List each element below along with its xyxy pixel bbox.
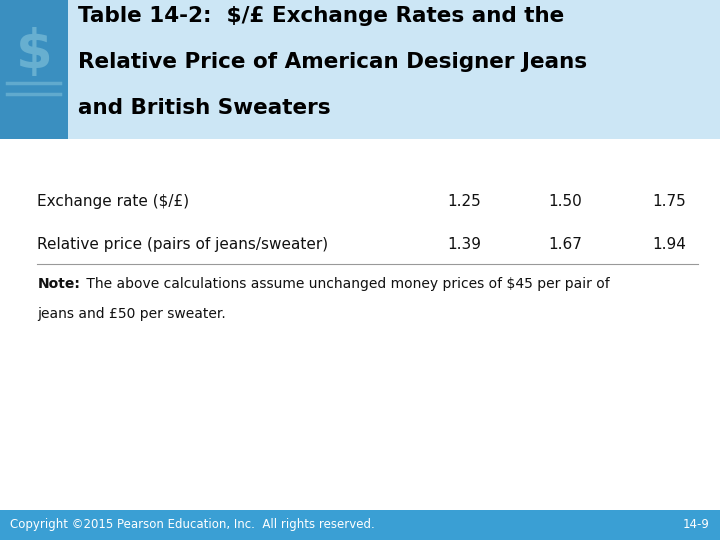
Text: $: $ — [15, 28, 53, 79]
Text: jeans and £50 per sweater.: jeans and £50 per sweater. — [37, 307, 226, 321]
Bar — [0, 510, 720, 540]
Text: 1.50: 1.50 — [549, 194, 582, 209]
Text: 14-9: 14-9 — [683, 518, 710, 531]
Bar — [0, 0, 68, 139]
Text: Copyright ©2015 Pearson Education, Inc.  All rights reserved.: Copyright ©2015 Pearson Education, Inc. … — [10, 518, 375, 531]
Bar — [0, 139, 720, 510]
Text: 1.39: 1.39 — [447, 237, 482, 252]
Text: 1.67: 1.67 — [548, 237, 582, 252]
Text: Relative price (pairs of jeans/sweater): Relative price (pairs of jeans/sweater) — [37, 237, 328, 252]
Text: 1.25: 1.25 — [448, 194, 481, 209]
Text: Note:: Note: — [37, 277, 81, 291]
Text: Exchange rate ($/£): Exchange rate ($/£) — [37, 194, 189, 209]
Bar — [0, 0, 720, 139]
Text: The above calculations assume unchanged money prices of $45 per pair of: The above calculations assume unchanged … — [82, 277, 610, 291]
Text: and British Sweaters: and British Sweaters — [78, 98, 331, 118]
Text: 1.75: 1.75 — [653, 194, 686, 209]
Text: Table 14-2:  $/£ Exchange Rates and the: Table 14-2: $/£ Exchange Rates and the — [78, 6, 564, 26]
Text: Relative Price of American Designer Jeans: Relative Price of American Designer Jean… — [78, 52, 588, 72]
Text: 1.94: 1.94 — [652, 237, 687, 252]
